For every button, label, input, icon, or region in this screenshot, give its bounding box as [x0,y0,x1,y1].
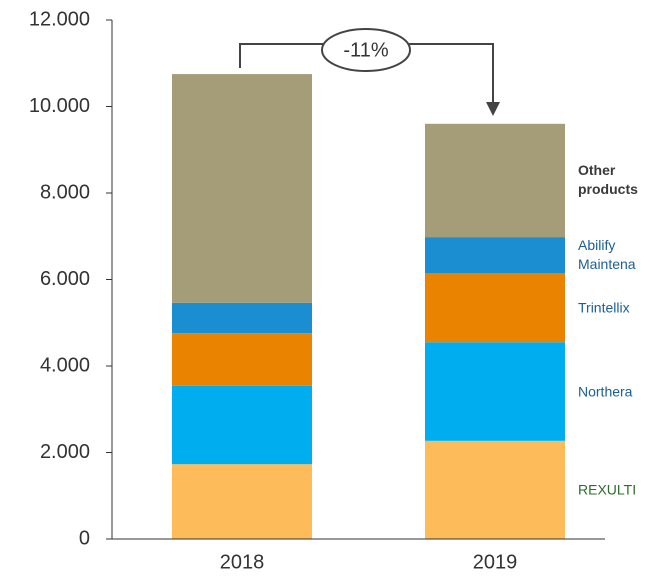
bar-segment [425,273,565,343]
legend-label: REXULTI [578,481,637,498]
bar-segment [172,302,312,334]
bar-segment [425,123,565,238]
bar-segment [172,385,312,465]
y-tick-label: 2.000 [40,441,90,463]
bar-segment [172,333,312,386]
y-tick-label: 0 [79,527,90,549]
legend-label: Northera [578,383,633,400]
bar-segment [172,74,312,303]
legend-label: Abilify Maintena [578,237,636,273]
bar-segment [425,342,565,441]
legend-label: Trintellix [578,299,630,316]
y-tick-label: 12.000 [29,8,90,30]
x-tick-label: 2018 [220,551,265,573]
x-tick-label: 2019 [473,551,518,573]
y-tick-label: 8.000 [40,181,90,203]
y-tick-label: 4.000 [40,354,90,376]
arrow-head [486,102,500,116]
annotation: -11% [343,39,388,61]
legend-label: Other products [578,162,638,198]
bar-segment [425,237,565,274]
y-tick-label: 6.000 [40,268,90,290]
annotation-bubble [321,28,411,72]
bar-segment [425,440,565,539]
y-tick-label: 10.000 [29,95,90,117]
bar-segment [172,464,312,539]
